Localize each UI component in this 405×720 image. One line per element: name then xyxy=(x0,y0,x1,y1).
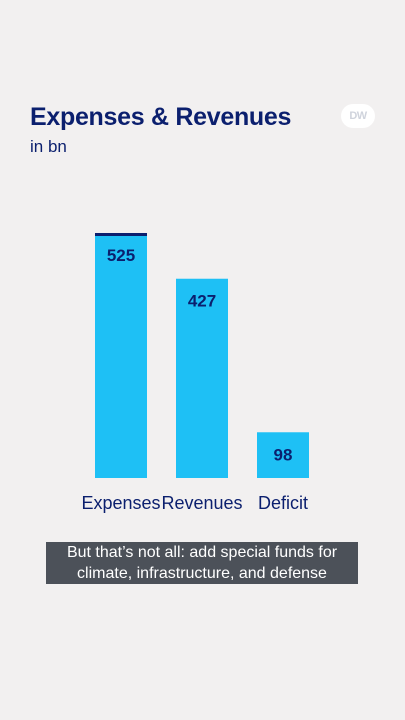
bar-deficit xyxy=(257,432,309,478)
chart-title: Expenses & Revenues xyxy=(30,103,292,131)
category-label-revenues: Revenues xyxy=(161,493,242,513)
bar-chart: 525 Expenses 427 Revenues 98 Deficit xyxy=(81,233,309,513)
category-label-expenses: Expenses xyxy=(81,493,160,513)
dw-logo: DW xyxy=(341,104,375,128)
chart-subtitle: in bn xyxy=(30,137,67,156)
data-label-expenses: 525 xyxy=(107,246,135,265)
bar-revenues xyxy=(176,278,228,478)
category-label-deficit: Deficit xyxy=(258,493,308,513)
bar-expenses xyxy=(95,233,147,478)
data-label-deficit: 98 xyxy=(274,445,293,464)
video-caption: But that’s not all: add special funds fo… xyxy=(46,542,358,584)
data-label-revenues: 427 xyxy=(188,292,216,311)
bar-top-marker xyxy=(95,233,147,236)
